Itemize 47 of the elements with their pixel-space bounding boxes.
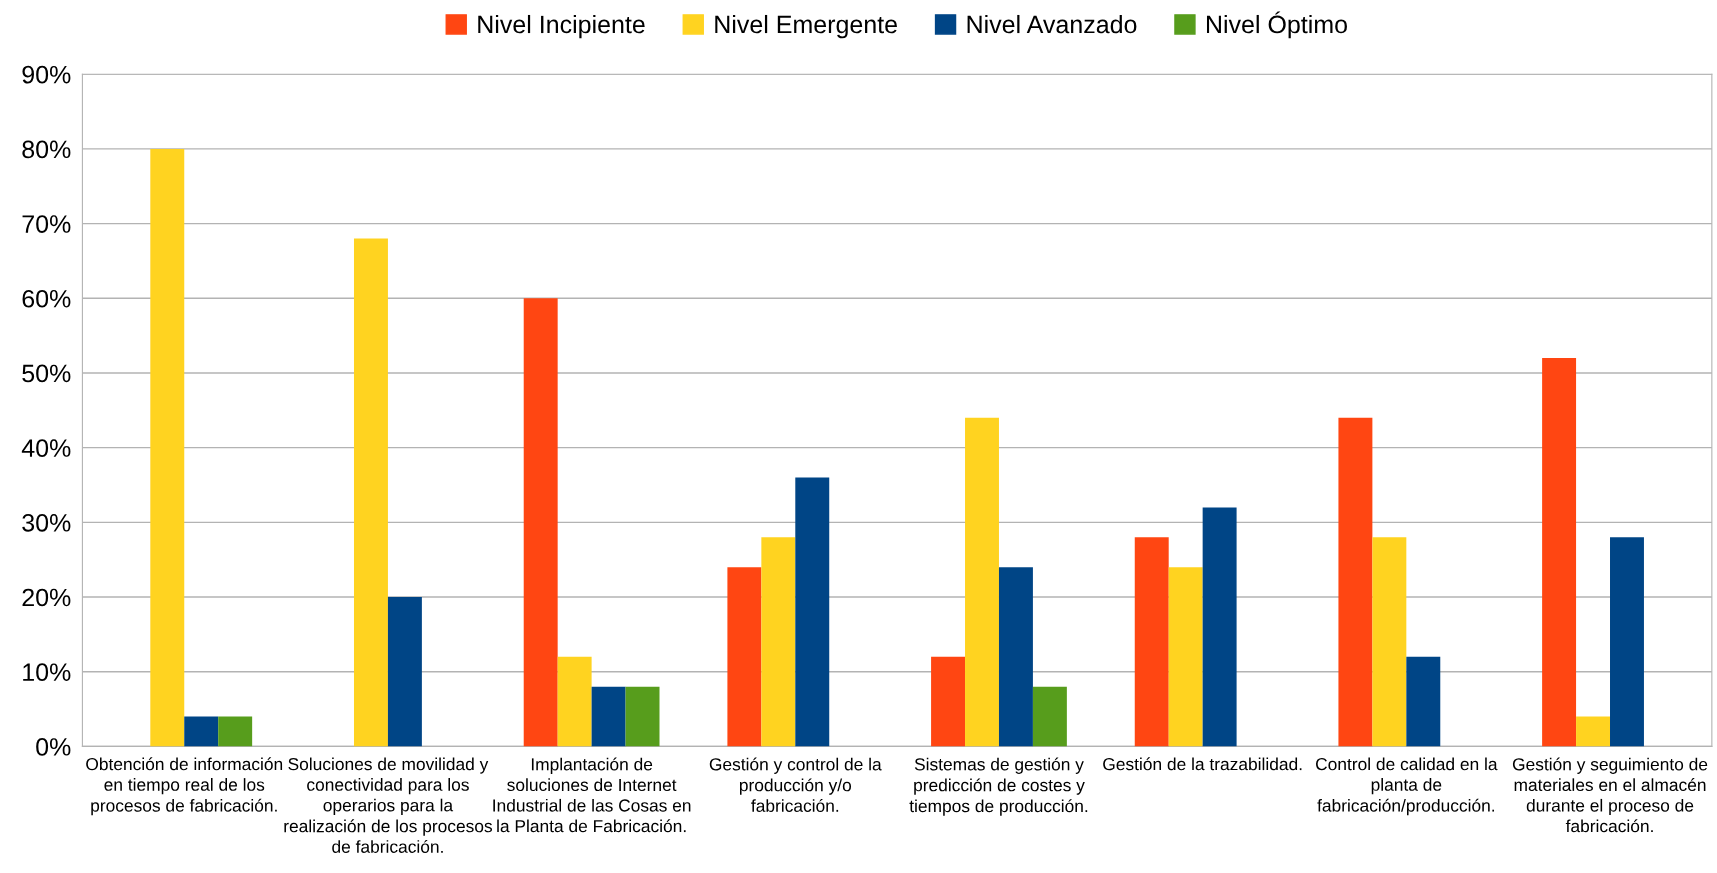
bar [1202, 507, 1237, 747]
bar [998, 567, 1033, 747]
y-tick-label: 90% [22, 65, 71, 84]
legend-label: Nivel Avanzado [967, 14, 1137, 34]
y-tick-label: 40% [21, 439, 71, 457]
x-tick-label: Gestión y seguimiento de materiales en el almacén durante el proceso de fabricación. [1512, 757, 1708, 833]
y-tick-label: 80% [22, 140, 71, 159]
x-tick-label: Gestión de la trazabilidad. [1103, 757, 1302, 771]
bar [1372, 537, 1407, 747]
legend-label: Nivel Emergente [715, 14, 897, 39]
bar [965, 417, 999, 747]
bar [795, 477, 830, 747]
bar [150, 148, 185, 747]
bar [761, 537, 796, 747]
bar [1168, 567, 1203, 747]
y-tick-label: 10% [23, 663, 71, 682]
bar [387, 597, 422, 747]
x-tick-label: Obtención de información en tiempo real de los procesos de fabricación. [86, 757, 283, 816]
y-tick-label: 20% [22, 588, 71, 607]
bar [591, 686, 626, 747]
bar [1406, 656, 1441, 747]
bar [184, 716, 219, 747]
x-tick-label: Sistemas de gestión y predicción de costes y tiempos de producción. [909, 757, 1088, 816]
x-tick-label: Gestión y control de la producción y/o fabricación. [709, 757, 882, 812]
bar [1542, 358, 1577, 747]
y-tick-label: 30% [22, 513, 71, 532]
bar [1134, 537, 1169, 747]
bar [557, 656, 592, 747]
y-tick-label: 60% [22, 289, 71, 308]
y-tick-label: 50% [22, 364, 71, 383]
bar [523, 298, 558, 747]
bar [1032, 686, 1067, 747]
x-tick-label: Implantación de soluciones de Internet Industrial de las Cosas en la Planta de Fabricación. [493, 757, 691, 833]
bar [727, 567, 762, 747]
legend-label: Nivel Óptimo [1206, 11, 1347, 39]
bar [625, 686, 660, 747]
y-tick-label: 70% [22, 215, 71, 233]
y-tick-label: 0% [36, 738, 71, 756]
legend-label: Nivel Incipiente [478, 14, 645, 39]
bar [1338, 417, 1373, 747]
bar [353, 238, 388, 747]
x-tick-label: Control de calidad en la planta de fabricación/producción. [1316, 757, 1498, 816]
bar [931, 656, 966, 747]
bar [218, 716, 253, 747]
x-tick-label: Soluciones de movilidad y conectividad para los operarios para la realización de los procesos de fabricación. [284, 757, 493, 853]
bar [1610, 537, 1644, 747]
bar [1576, 716, 1611, 747]
